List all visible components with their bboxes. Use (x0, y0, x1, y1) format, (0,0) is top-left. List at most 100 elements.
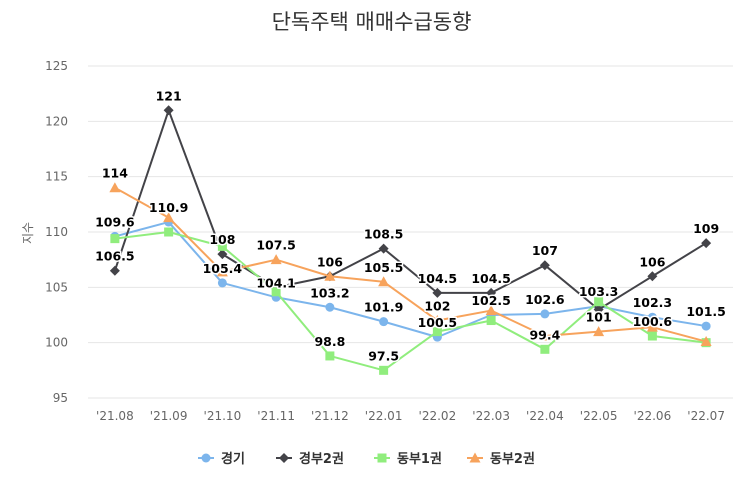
series-line (113, 109, 707, 311)
legend-marker[interactable] (377, 453, 387, 463)
x-tick-label: '22.03 (472, 409, 510, 423)
data-point[interactable] (701, 321, 711, 331)
data-label: 109.6 (95, 214, 135, 229)
data-point[interactable] (109, 265, 120, 276)
x-tick-label: '22.02 (419, 409, 457, 423)
y-tick-label: 120 (45, 114, 68, 128)
data-point[interactable] (593, 326, 605, 337)
data-point[interactable] (324, 270, 336, 281)
data-point[interactable] (485, 305, 497, 316)
x-tick-label: '21.11 (257, 409, 295, 423)
data-point[interactable] (378, 276, 390, 287)
data-label: 106 (639, 254, 665, 269)
data-point[interactable] (700, 336, 712, 347)
legend-label[interactable]: 경부2권 (299, 451, 344, 467)
legend-label[interactable]: 경기 (221, 451, 245, 467)
data-point[interactable] (594, 297, 604, 307)
data-labels: 109.6 110.9 105.4 104.1 103.2 101.9 100.5 102.5… (94, 87, 728, 365)
data-point[interactable] (486, 316, 496, 326)
data-label: 102.5 (471, 293, 511, 308)
data-point[interactable] (539, 260, 550, 271)
x-tick-label: '22.01 (365, 409, 403, 423)
data-point[interactable] (432, 327, 442, 337)
data-point[interactable] (540, 309, 550, 319)
data-label: 100.5 (418, 315, 458, 330)
data-label: 103.3 (579, 284, 619, 299)
x-tick-label: '21.08 (96, 409, 134, 423)
data-label: 101 (586, 310, 612, 325)
data-point[interactable] (325, 351, 335, 361)
x-tick-label: '21.10 (204, 409, 242, 423)
data-point[interactable] (216, 266, 228, 277)
data-label: 102 (424, 299, 450, 314)
data-point[interactable] (431, 315, 443, 326)
data-point[interactable] (646, 321, 658, 332)
data-point[interactable] (539, 330, 551, 341)
data-point[interactable] (701, 238, 712, 249)
data-point[interactable] (217, 241, 227, 251)
series-4 (109, 182, 712, 347)
data-label: 102.6 (525, 292, 565, 307)
data-point[interactable] (163, 212, 175, 223)
data-point[interactable] (647, 271, 658, 282)
data-label: 109 (693, 221, 719, 236)
data-point[interactable] (163, 105, 174, 116)
legend[interactable]: 경기 경부2권 동부1권 동부2권 (198, 451, 535, 467)
data-label: 100.6 (633, 314, 673, 329)
x-tick-label: '21.09 (150, 409, 188, 423)
y-tick-label: 115 (45, 170, 68, 184)
data-label: 107.5 (256, 238, 296, 253)
data-point[interactable] (486, 287, 497, 298)
y-tick-label: 125 (45, 59, 68, 73)
x-tick-label: '22.05 (580, 409, 618, 423)
data-point[interactable] (647, 312, 657, 322)
gridlines (88, 65, 733, 399)
data-point[interactable] (647, 331, 657, 341)
legend-marker[interactable] (469, 452, 481, 463)
y-axis-ticks: 95 100 105 110 115 120 125 (45, 59, 68, 405)
legend-item[interactable]: 동부2권 (467, 452, 535, 467)
data-point[interactable] (593, 304, 604, 315)
series-1 (110, 217, 711, 342)
data-point[interactable] (217, 278, 227, 288)
data-point[interactable] (325, 302, 335, 312)
data-point[interactable] (109, 182, 121, 193)
x-tick-label: '22.06 (634, 409, 672, 423)
legend-marker[interactable] (279, 453, 289, 463)
data-label: 105.5 (364, 260, 404, 275)
x-tick-label: '21.12 (311, 409, 349, 423)
y-tick-label: 105 (45, 280, 68, 294)
legend-item[interactable]: 동부1권 (374, 452, 442, 467)
legend-marker[interactable] (201, 453, 211, 463)
data-label: 101.9 (364, 300, 404, 315)
series-line (114, 186, 707, 343)
data-label: 99.4 (529, 327, 560, 342)
legend-label[interactable]: 동부2권 (490, 452, 535, 467)
data-label: 104.5 (471, 271, 511, 286)
data-label: 107 (532, 243, 558, 258)
data-point[interactable] (540, 344, 550, 354)
data-point[interactable] (378, 243, 389, 254)
data-label: 110.9 (149, 200, 189, 215)
series-2 (109, 105, 712, 315)
data-point[interactable] (164, 227, 174, 237)
data-label: 108.5 (364, 227, 404, 242)
data-label: 114 (102, 166, 128, 181)
data-label: 105.4 (203, 261, 243, 276)
data-point[interactable] (270, 254, 282, 265)
legend-item[interactable]: 경부2권 (276, 451, 344, 467)
series-line (114, 221, 707, 339)
data-point[interactable] (110, 234, 120, 244)
data-label: 121 (156, 88, 182, 103)
y-axis-label: 지수 (21, 222, 35, 244)
legend-label[interactable]: 동부1권 (397, 452, 442, 467)
data-point[interactable] (432, 287, 443, 298)
legend-item[interactable]: 경기 (198, 451, 245, 467)
data-label: 106.5 (95, 249, 135, 264)
data-label: 97.5 (368, 348, 399, 363)
data-point[interactable] (217, 249, 228, 260)
data-point[interactable] (271, 287, 281, 297)
data-point[interactable] (379, 365, 389, 375)
data-point[interactable] (379, 317, 389, 327)
